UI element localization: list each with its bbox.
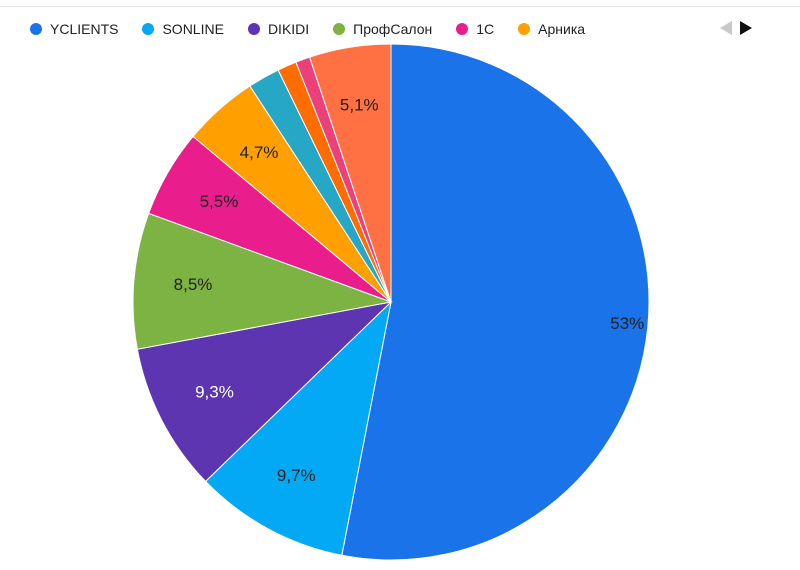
pie-slice[interactable] — [204, 300, 392, 556]
legend-label: YCLIENTS — [50, 21, 119, 37]
chart-legend: YCLIENTS SONLINE DIKIDI ПрофСалон 1С Арн… — [30, 18, 585, 40]
legend-swatch — [333, 23, 346, 35]
pie-slice[interactable] — [132, 212, 393, 350]
pie-slice[interactable] — [309, 43, 392, 303]
slice-label: 4,7% — [240, 143, 279, 162]
legend-item-yclients[interactable]: YCLIENTS — [30, 21, 118, 37]
legend-pager — [718, 19, 754, 37]
pie-slice[interactable] — [136, 301, 393, 483]
legend-item-sonline[interactable]: SONLINE — [142, 21, 224, 37]
top-divider — [0, 0, 800, 7]
slice-label: 5,1% — [340, 95, 379, 114]
slice-label: 9,7% — [277, 466, 316, 485]
legend-swatch — [142, 23, 155, 35]
chevron-left-icon[interactable] — [718, 19, 734, 37]
legend-label: DIKIDI — [267, 21, 310, 37]
legend-label: Арника — [538, 21, 586, 37]
legend-swatch — [247, 23, 260, 35]
legend-label: ПрофСалон — [353, 21, 433, 37]
legend-swatch — [456, 23, 469, 35]
pie-slice[interactable] — [341, 43, 650, 561]
chevron-right-icon[interactable] — [738, 19, 754, 37]
legend-item-profsalon[interactable]: ПрофСалон — [333, 21, 432, 37]
legend-swatch — [518, 23, 531, 35]
slice-label: 9,3% — [195, 383, 234, 402]
legend-swatch — [30, 23, 42, 35]
legend-label: 1С — [476, 21, 495, 37]
legend-item-arnika[interactable]: Арника — [518, 21, 585, 37]
legend-label: SONLINE — [162, 21, 224, 37]
legend-item-dikidi[interactable]: DIKIDI — [247, 21, 310, 37]
slice-label: 8,5% — [174, 275, 213, 294]
legend-item-1c[interactable]: 1С — [456, 21, 494, 37]
slice-label: 53% — [610, 314, 644, 333]
slice-label: 5,5% — [200, 192, 239, 211]
